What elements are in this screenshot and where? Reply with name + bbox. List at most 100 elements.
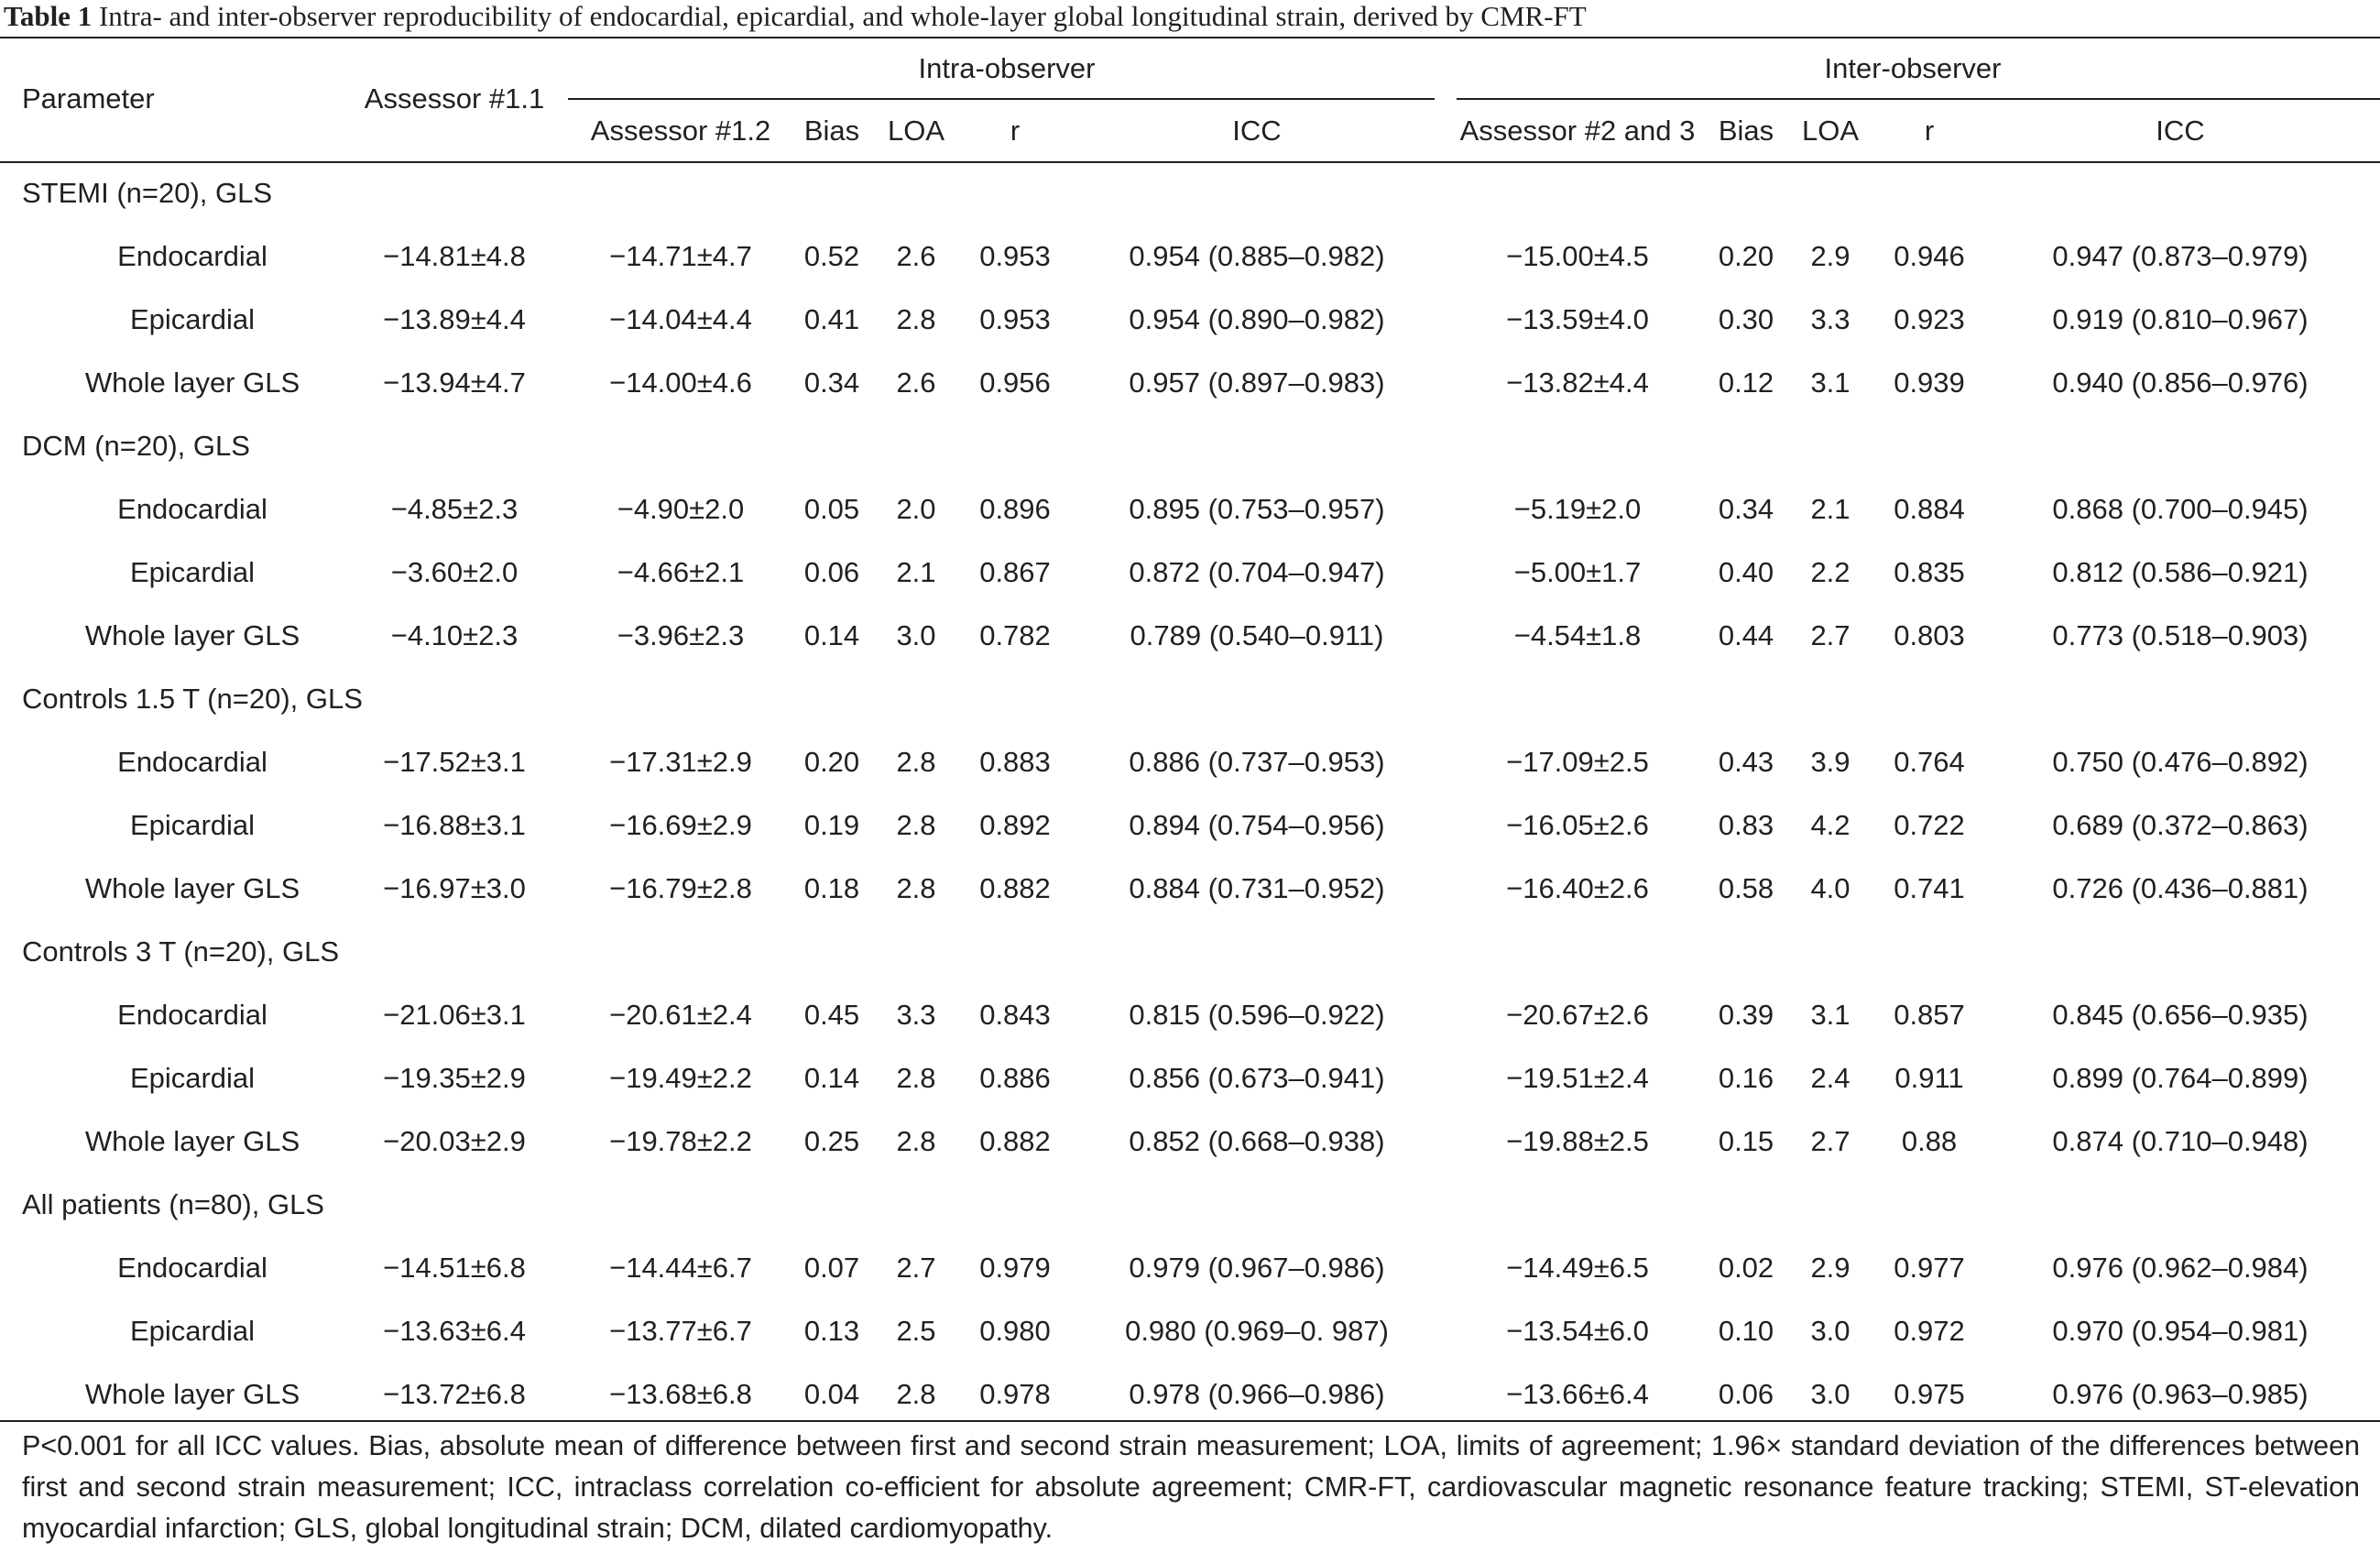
- cell-bias-intra: 0.34: [803, 366, 860, 399]
- cell-bias-inter: 0.40: [1718, 555, 1774, 588]
- cell-r-intra: 0.979: [979, 1251, 1051, 1284]
- cell-loa-inter: 2.9: [1810, 1251, 1851, 1284]
- section-title: Controls 1.5 T (n=20), GLS: [22, 682, 363, 715]
- cell-loa-inter: 2.7: [1810, 618, 1851, 651]
- cell-parameter: Whole layer GLS: [84, 1377, 300, 1410]
- cell-assessor-2-3: −4.54±1.8: [1513, 618, 1642, 651]
- table-label: Table 1: [4, 0, 93, 32]
- cell-bias-inter: 0.12: [1718, 366, 1774, 399]
- cell-assessor-2-3: −13.66±6.4: [1506, 1377, 1649, 1410]
- section-row: STEMI (n=20), GLS: [0, 161, 2380, 224]
- cell-icc-intra: 0.980 (0.969–0. 987): [1125, 1314, 1389, 1347]
- cell-parameter: Epicardial: [129, 302, 256, 335]
- cell-r-inter: 0.972: [1894, 1314, 1965, 1347]
- cell-loa-intra: 2.8: [896, 745, 936, 778]
- cell-assessor-2-3: −19.51±2.4: [1506, 1061, 1649, 1094]
- cell-loa-inter: 3.1: [1810, 998, 1851, 1031]
- cell-assessor-2-3: −19.88±2.5: [1506, 1124, 1649, 1157]
- table-row: Epicardial −19.35±2.9 −19.49±2.2 0.14 2.8 0.8…: [0, 1046, 2380, 1110]
- section-row: Controls 3 T (n=20), GLS: [0, 920, 2380, 983]
- cell-parameter: Endocardial: [117, 998, 267, 1031]
- cell-loa-intra: 2.6: [896, 366, 936, 399]
- cell-assessor-1-1: −13.89±4.4: [383, 302, 526, 335]
- cell-r-inter: 0.722: [1894, 808, 1965, 841]
- table-row: Whole layer GLS −13.94±4.7 −14.00±4.6 0.34 2…: [0, 351, 2380, 414]
- table-body: STEMI (n=20), GLS Endocardial −14.81±4.8 −1…: [0, 161, 2380, 1426]
- cell-loa-inter: 3.9: [1810, 745, 1851, 778]
- cell-r-inter: 0.803: [1894, 618, 1965, 651]
- cell-loa-intra: 2.8: [896, 1377, 936, 1410]
- cell-bias-inter: 0.15: [1718, 1124, 1774, 1157]
- cell-icc-intra: 0.978 (0.966–0.986): [1129, 1377, 1385, 1410]
- cell-parameter: Epicardial: [129, 1061, 256, 1094]
- cell-bias-inter: 0.02: [1718, 1251, 1774, 1284]
- cell-icc-intra: 0.856 (0.673–0.941): [1129, 1061, 1385, 1094]
- cell-loa-inter: 2.1: [1810, 492, 1851, 525]
- cell-bias-inter: 0.44: [1718, 618, 1774, 651]
- cell-icc-inter: 0.868 (0.700–0.945): [2052, 492, 2309, 525]
- cell-assessor-1-2: −19.49±2.2: [609, 1061, 752, 1094]
- cell-loa-intra: 2.0: [896, 492, 936, 525]
- section-row: DCM (n=20), GLS: [0, 414, 2380, 477]
- cell-icc-inter: 0.976 (0.962–0.984): [2052, 1251, 2309, 1284]
- cell-bias-intra: 0.06: [803, 555, 860, 588]
- cell-icc-inter: 0.773 (0.518–0.903): [2052, 618, 2309, 651]
- cell-bias-intra: 0.45: [803, 998, 860, 1031]
- cell-assessor-2-3: −13.82±4.4: [1506, 366, 1649, 399]
- col-header-bias-intra: Bias: [803, 114, 860, 147]
- cell-loa-intra: 2.1: [896, 555, 936, 588]
- cell-r-intra: 0.882: [979, 1124, 1051, 1157]
- header-rule: [0, 161, 2380, 163]
- cell-loa-intra: 2.8: [896, 871, 936, 904]
- cell-r-intra: 0.843: [979, 998, 1051, 1031]
- cell-bias-inter: 0.20: [1718, 239, 1774, 272]
- inter-group-rule: [1457, 98, 2380, 100]
- cell-icc-intra: 0.815 (0.596–0.922): [1129, 998, 1385, 1031]
- cell-icc-intra: 0.886 (0.737–0.953): [1129, 745, 1385, 778]
- table-row: Endocardial −14.51±6.8 −14.44±6.7 0.07 2.7 0.…: [0, 1236, 2380, 1299]
- col-header-loa-intra: LOA: [887, 114, 945, 147]
- col-header-icc-inter: ICC: [2156, 114, 2205, 147]
- section-row: All patients (n=80), GLS: [0, 1173, 2380, 1236]
- cell-loa-intra: 2.6: [896, 239, 936, 272]
- col-header-assessor-1-2: Assessor #1.2: [590, 114, 771, 147]
- cell-assessor-1-1: −17.52±3.1: [383, 745, 526, 778]
- cell-assessor-1-2: −16.69±2.9: [609, 808, 752, 841]
- cell-assessor-1-1: −16.88±3.1: [383, 808, 526, 841]
- cell-assessor-2-3: −20.67±2.6: [1506, 998, 1649, 1031]
- cell-loa-intra: 2.8: [896, 808, 936, 841]
- cell-icc-intra: 0.872 (0.704–0.947): [1129, 555, 1385, 588]
- cell-r-inter: 0.835: [1894, 555, 1965, 588]
- cell-bias-intra: 0.41: [803, 302, 860, 335]
- cell-loa-inter: 2.4: [1810, 1061, 1851, 1094]
- cell-assessor-1-1: −19.35±2.9: [383, 1061, 526, 1094]
- cell-bias-intra: 0.19: [803, 808, 860, 841]
- cell-assessor-1-2: −3.96±2.3: [617, 618, 745, 651]
- cell-icc-inter: 0.919 (0.810–0.967): [2052, 302, 2309, 335]
- cell-bias-intra: 0.05: [803, 492, 860, 525]
- table-row: Endocardial −17.52±3.1 −17.31±2.9 0.20 2.8 0.…: [0, 730, 2380, 793]
- cell-assessor-1-2: −14.04±4.4: [609, 302, 752, 335]
- cell-assessor-2-3: −5.00±1.7: [1513, 555, 1642, 588]
- cell-icc-intra: 0.954 (0.890–0.982): [1129, 302, 1385, 335]
- section-title: All patients (n=80), GLS: [22, 1187, 324, 1220]
- cell-r-intra: 0.953: [979, 239, 1051, 272]
- cell-parameter: Endocardial: [117, 239, 267, 272]
- cell-loa-intra: 3.0: [896, 618, 936, 651]
- cell-icc-intra: 0.979 (0.967–0.986): [1129, 1251, 1385, 1284]
- cell-r-inter: 0.939: [1894, 366, 1965, 399]
- cell-r-inter: 0.741: [1894, 871, 1965, 904]
- cell-bias-inter: 0.16: [1718, 1061, 1774, 1094]
- cell-parameter: Epicardial: [129, 1314, 256, 1347]
- cell-assessor-1-2: −20.61±2.4: [609, 998, 752, 1031]
- cell-r-intra: 0.978: [979, 1377, 1051, 1410]
- cell-parameter: Endocardial: [117, 745, 267, 778]
- bottom-rule: [0, 1420, 2380, 1422]
- cell-assessor-1-1: −13.72±6.8: [383, 1377, 526, 1410]
- section-title: STEMI (n=20), GLS: [22, 176, 273, 209]
- group-header-inter-label: Inter-observer: [1824, 51, 2002, 84]
- table-footnote: P<0.001 for all ICC values. Bias, absolu…: [22, 1430, 2360, 1544]
- reproducibility-table: Parameter Assessor #1.1 Intra-observer I…: [0, 37, 2380, 1426]
- cell-assessor-1-2: −13.68±6.8: [609, 1377, 752, 1410]
- header-row-2: Assessor #1.2 Bias LOA r ICC Assessor #2…: [0, 100, 2380, 161]
